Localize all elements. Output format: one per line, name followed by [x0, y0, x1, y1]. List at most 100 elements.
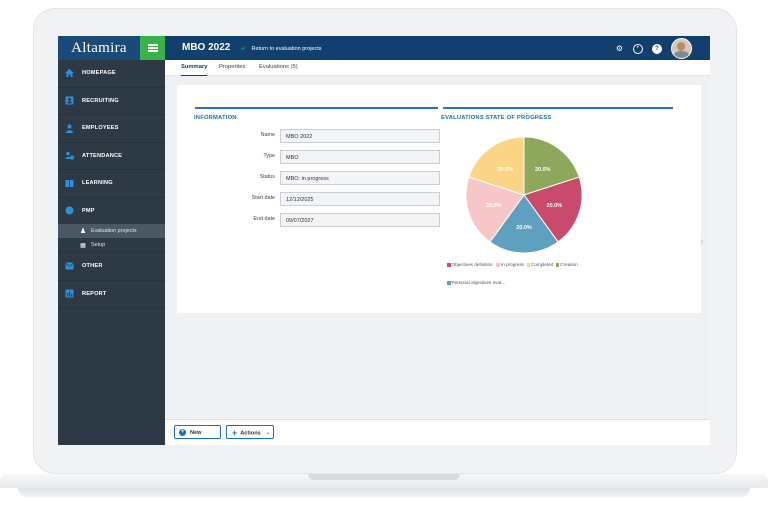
pie-slice[interactable] [523, 136, 580, 196]
pie-slice-label: 20.0% [516, 225, 532, 231]
pie-slice-label: 20.0% [497, 167, 513, 173]
sidebar-item-label: RECRUITING [82, 97, 119, 104]
menu-toggle-button[interactable] [140, 36, 165, 60]
summary-card: INFORMATION EVALUATIONS STATE OF PROGRES… [177, 85, 701, 313]
recruiting-icon [64, 96, 74, 105]
field-label-end-date: End date [253, 216, 275, 222]
sidebar-item-pmp[interactable]: PMP [58, 198, 165, 225]
app-screen: Altamira MBO 2022 ⤶ Return to evaluation … [58, 36, 710, 445]
chevron-right-icon[interactable]: › [700, 236, 704, 247]
legend-swatch [496, 263, 500, 267]
sidebar-item-label: OTHER [82, 263, 103, 270]
pie-slice[interactable] [489, 194, 559, 254]
legend-item[interactable]: Objectives definition [447, 262, 493, 267]
attendance-icon [64, 151, 74, 160]
sidebar-item-label: ATTENDANCE [82, 152, 123, 159]
pie-slice-label: 20.0% [547, 203, 563, 209]
actions-button[interactable]: + Actions ⌄ [226, 425, 274, 439]
logo[interactable]: Altamira [58, 36, 140, 60]
tab-summary[interactable]: Summary [181, 60, 208, 76]
field-label-name: Name [260, 132, 275, 138]
learning-icon [64, 179, 74, 188]
sidebar-item-label: REPORT [82, 290, 107, 297]
tab-properties[interactable]: Properties [219, 64, 246, 70]
legend-swatch [447, 263, 451, 267]
sidebar-item-recruiting[interactable]: RECRUITING [58, 88, 165, 115]
sidebar-subitem-label: Setup [91, 242, 106, 248]
return-link[interactable]: ⤶ Return to evaluation projects [241, 36, 322, 61]
sidebar-item-label: HOMEPAGE [82, 70, 116, 77]
report-icon [64, 289, 74, 298]
clock-icon[interactable]: ⌜ [633, 43, 643, 54]
hamburger-icon [147, 43, 158, 54]
sidebar: HOMEPAGE RECRUITING EMPLOYEES ATTENDANCE… [58, 60, 165, 445]
top-icons: ⚙ ⌜ ? [615, 38, 692, 59]
legend-label: Objectives definition [451, 262, 493, 267]
evaluation-icon: ♟ [79, 228, 87, 235]
pie-slice-label: 20.0% [486, 203, 502, 209]
chart-legend: Objectives definition In progress Comple… [447, 262, 578, 267]
laptop-base-bottom [18, 488, 750, 497]
type-field[interactable]: MBO [280, 150, 440, 164]
pie-chart-svg: 20.0% 20.0% 20.0% 20.0% 20.0% [465, 136, 583, 254]
help-icon[interactable]: ? [652, 43, 662, 54]
add-icon: + [179, 429, 186, 437]
setup-icon: ▦ [80, 242, 86, 249]
laptop-base-top [0, 474, 768, 488]
info-title: INFORMATION [194, 115, 237, 121]
legend-swatch [447, 281, 451, 285]
sidebar-subitem-label: Evaluation projects [91, 228, 137, 234]
top-bar: Altamira MBO 2022 ⤶ Return to evaluation … [58, 36, 710, 60]
legend-item[interactable]: Personal objectives eval... [447, 280, 505, 285]
sidebar-subitem-evaluation-projects[interactable]: ♟ Evaluation projects [58, 224, 165, 238]
return-arrow-icon: ⤶ [241, 43, 246, 52]
start-date-field[interactable]: 12/12/2025 [280, 192, 440, 206]
field-label-type: Type [263, 153, 275, 159]
chart-title: EVALUATIONS STATE OF PROGRESS [441, 115, 552, 121]
chart-legend-row-2: Personal objectives eval... [447, 280, 505, 285]
legend-swatch [526, 263, 531, 267]
chevron-down-icon: ⌄ [265, 430, 270, 437]
bottom-bar: + New + Actions ⌄ [165, 419, 710, 445]
field-label-start-date: Start date [251, 195, 275, 201]
status-field[interactable]: MBO: in progress [280, 171, 440, 185]
divider [443, 107, 673, 109]
sidebar-subitem-setup[interactable]: ▦ Setup [58, 238, 165, 253]
field-label-status: Status [259, 174, 275, 180]
laptop-notch [308, 474, 460, 480]
pmp-icon [64, 206, 74, 215]
divider [195, 107, 438, 109]
gear-icon[interactable]: ⚙ [615, 44, 624, 53]
laptop-base [0, 474, 768, 502]
sidebar-item-learning[interactable]: LEARNING [58, 170, 165, 198]
pie-slice[interactable] [523, 176, 583, 243]
pie-slice[interactable] [465, 176, 525, 243]
legend-label: In progress [500, 262, 524, 267]
tab-evaluations[interactable]: Evaluations (5) [259, 64, 298, 70]
name-field[interactable]: MBO 2022 [280, 129, 440, 143]
employees-icon [64, 124, 74, 133]
sidebar-item-homepage[interactable]: HOMEPAGE [58, 60, 165, 88]
sidebar-item-employees[interactable]: EMPLOYEES [58, 115, 165, 143]
avatar[interactable] [671, 38, 692, 59]
legend-label: Completed [531, 262, 554, 267]
plus-icon: + [232, 428, 238, 438]
legend-label: Creation [560, 262, 578, 267]
end-date-field[interactable]: 09/07/2027 [280, 213, 440, 227]
sidebar-item-attendance[interactable]: ATTENDANCE [58, 143, 165, 170]
actions-button-label: Actions [240, 430, 261, 437]
page-title: MBO 2022 [182, 42, 231, 53]
sidebar-item-label: EMPLOYEES [82, 125, 119, 132]
legend-item[interactable]: In progress [496, 262, 524, 267]
legend-item[interactable]: Completed [526, 262, 554, 267]
new-button[interactable]: + New [174, 425, 221, 439]
sidebar-item-other[interactable]: OTHER [58, 253, 165, 281]
pie-slice-label: 20.0% [535, 167, 551, 173]
legend-item[interactable]: Creation [555, 262, 578, 267]
pie-slice[interactable] [468, 136, 525, 196]
home-icon [64, 69, 74, 78]
pie-chart: 20.0% 20.0% 20.0% 20.0% 20.0% [465, 136, 583, 254]
legend-swatch [555, 263, 560, 267]
sidebar-item-label: LEARNING [82, 180, 113, 187]
sidebar-item-report[interactable]: REPORT [58, 281, 165, 308]
